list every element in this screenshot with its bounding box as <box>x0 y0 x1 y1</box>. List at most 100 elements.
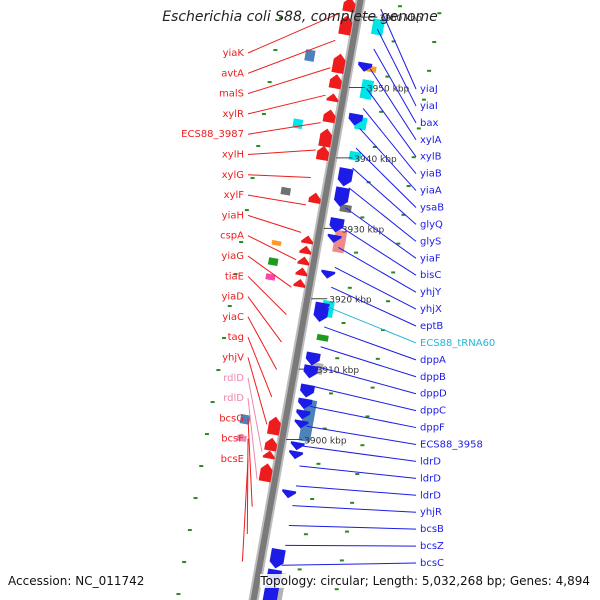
label-leader <box>352 167 417 225</box>
cds-box <box>315 333 330 343</box>
gene-label: yiaH <box>222 210 244 221</box>
gc-dot <box>193 497 198 500</box>
feature-bcsF <box>262 450 275 460</box>
cds-box <box>267 256 280 267</box>
feature-xylR <box>328 74 342 90</box>
gc-dot <box>391 40 396 43</box>
cds-box <box>279 186 292 197</box>
gene-label: dppF <box>420 423 445 434</box>
feature-xylF <box>315 145 330 162</box>
label-leader <box>247 39 336 74</box>
feature-xylA <box>337 167 354 187</box>
feature-xylG <box>318 128 333 148</box>
gene-label: dppC <box>420 406 446 417</box>
gene-label: tag <box>228 332 244 343</box>
label-leader <box>327 306 417 344</box>
label-leader <box>324 326 417 361</box>
gene-label: ECS88_tRNA60 <box>420 338 495 349</box>
cds-box <box>370 17 386 37</box>
gc-dot <box>187 529 192 532</box>
gc-dot <box>216 369 221 372</box>
gene-label: yiaJ <box>420 84 438 95</box>
cds-box <box>264 272 277 282</box>
gene-label: yhjX <box>420 304 442 315</box>
feature-eptB <box>303 364 319 379</box>
gene-label: yhjR <box>420 507 442 518</box>
label-leader <box>247 149 316 155</box>
gene-label: yiaI <box>420 101 438 112</box>
gc-dot <box>365 415 370 418</box>
gene-label: ECS88_3987 <box>181 129 244 140</box>
feature-bcsE <box>258 463 273 483</box>
gc-dot <box>432 41 437 44</box>
gene-label: xylR <box>222 109 244 120</box>
gene-label: ysaB <box>420 203 444 214</box>
gene-label: yiaG <box>221 251 244 262</box>
label-leader <box>345 207 417 259</box>
label-leader <box>247 235 297 261</box>
gc-dot <box>279 17 284 20</box>
feature-bisC <box>313 301 330 323</box>
gc-dot <box>222 337 227 340</box>
label-leader <box>355 147 417 208</box>
gc-dot <box>406 185 411 188</box>
label-leader <box>247 316 278 370</box>
feature-xylB <box>334 186 351 207</box>
label-leader <box>299 465 417 479</box>
label-leader <box>247 418 253 507</box>
label-leader <box>309 405 417 429</box>
ruler-labels: 3960 kbp 3950 kbp 3940 kbp 3930 kbp 3920 kbp… <box>286 14 422 447</box>
label-leader <box>247 174 311 178</box>
gc-dot <box>335 357 340 360</box>
gc-dot <box>401 213 406 216</box>
map-title: Escherichia coli S88, complete genome <box>162 9 438 25</box>
gc-dot <box>411 156 416 159</box>
feature-yiaJ <box>358 61 373 72</box>
feature-yhjV <box>266 416 281 436</box>
ruler-label: 3940 kbp <box>354 155 397 165</box>
ruler-track <box>248 0 366 600</box>
label-leader <box>313 386 417 412</box>
ruler-label: 3930 kbp <box>342 225 385 235</box>
gc-dot <box>261 113 266 116</box>
gene-label: xylF <box>224 190 245 201</box>
gene-label: rdlD <box>223 393 244 404</box>
gc-dot <box>360 444 365 447</box>
gc-dot <box>386 300 391 303</box>
label-leader <box>247 94 326 115</box>
label-leader <box>285 544 417 547</box>
gc-dot <box>355 473 360 476</box>
gc-dot <box>316 462 321 465</box>
gene-label: yiaD <box>221 292 244 303</box>
gc-dot <box>310 498 315 501</box>
label-leader <box>295 485 417 496</box>
gene-label: bisC <box>420 270 441 281</box>
gene-label: yhjV <box>222 353 244 364</box>
feature-ECS88_3987 <box>326 93 339 103</box>
label-leader <box>366 88 417 158</box>
gc-dot <box>297 568 302 571</box>
label-leader <box>334 266 417 310</box>
gene-label: xylB <box>420 152 442 163</box>
label-leader <box>247 377 263 452</box>
gene-label: bcsG <box>219 413 244 424</box>
gene-label: dppB <box>420 372 446 383</box>
label-leader <box>331 286 417 327</box>
gene-label: bcsC <box>420 558 444 569</box>
gc-dot <box>334 588 339 591</box>
label-leader <box>247 275 287 315</box>
feature-dppD <box>296 409 311 420</box>
gene-label: rdlD <box>223 373 244 384</box>
feature-dppA <box>300 383 316 398</box>
gc-dot <box>379 110 384 113</box>
gc-dot <box>339 559 344 562</box>
feature-yiaA <box>329 217 345 233</box>
label-leader <box>247 194 307 206</box>
gc-dot <box>199 465 204 468</box>
gc-dot <box>437 12 442 15</box>
inner-cds-boxes <box>235 48 317 443</box>
ruler-label: 3910 kbp <box>317 366 360 376</box>
label-leader <box>241 458 249 562</box>
gc-dot <box>210 401 215 404</box>
feature-avtA <box>338 15 353 36</box>
